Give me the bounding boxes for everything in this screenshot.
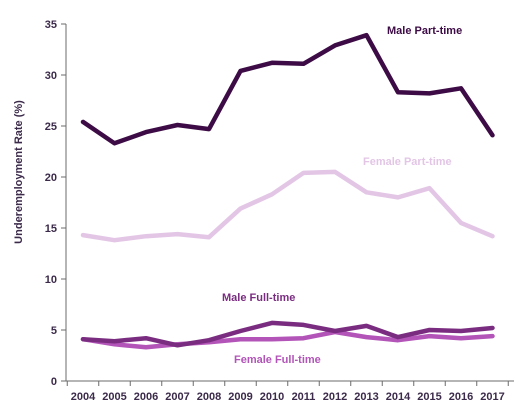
- y-tick-label: 30: [45, 70, 57, 82]
- x-tick-label: 2007: [165, 391, 189, 403]
- x-tick-label: 2011: [292, 391, 316, 403]
- y-tick-label: 10: [45, 274, 57, 286]
- y-tick-label: 20: [45, 172, 57, 184]
- y-tick-label: 35: [45, 19, 57, 31]
- x-tick-label: 2017: [480, 391, 504, 403]
- y-tick-label: 25: [45, 121, 57, 133]
- x-tick-label: 2008: [197, 391, 221, 403]
- label-female-full-time: Female Full-time: [234, 354, 321, 366]
- label-male-part-time: Male Part-time: [387, 25, 462, 37]
- series-line-female-full-time: [80, 329, 495, 350]
- x-axis: 2004 2005 2006 2007 2008 2009 2010 2011 2012 2013…: [66, 380, 514, 403]
- series-line-female-part-time: [80, 169, 495, 243]
- x-tick-label: 2014: [386, 391, 411, 403]
- y-axis: 0 5 10 15 20 25 30 35: [45, 19, 67, 388]
- series-line-male-full-time: [80, 320, 495, 348]
- x-tick-label: 2006: [134, 391, 158, 403]
- x-tick-label: 2012: [323, 391, 347, 403]
- y-tick-label: 15: [45, 223, 57, 235]
- x-tick-label: 2015: [417, 391, 441, 403]
- series-labels: Male Part-time Female Part-time Male Ful…: [222, 25, 462, 366]
- x-tick-label: 2009: [228, 391, 252, 403]
- label-female-part-time: Female Part-time: [363, 156, 452, 168]
- x-tick-label: 2005: [102, 391, 126, 403]
- series-line-male-part-time: [80, 32, 495, 146]
- x-tick-label: 2016: [449, 391, 473, 403]
- x-tick-label: 2004: [71, 391, 96, 403]
- y-tick-label: 5: [51, 325, 57, 337]
- y-axis-title: Underemployment Rate (%): [13, 100, 25, 244]
- y-tick-label: 0: [51, 376, 57, 388]
- series-lines: [80, 32, 495, 350]
- x-tick-label: 2013: [354, 391, 378, 403]
- x-tick-label: 2010: [260, 391, 284, 403]
- label-male-full-time: Male Full-time: [222, 292, 295, 304]
